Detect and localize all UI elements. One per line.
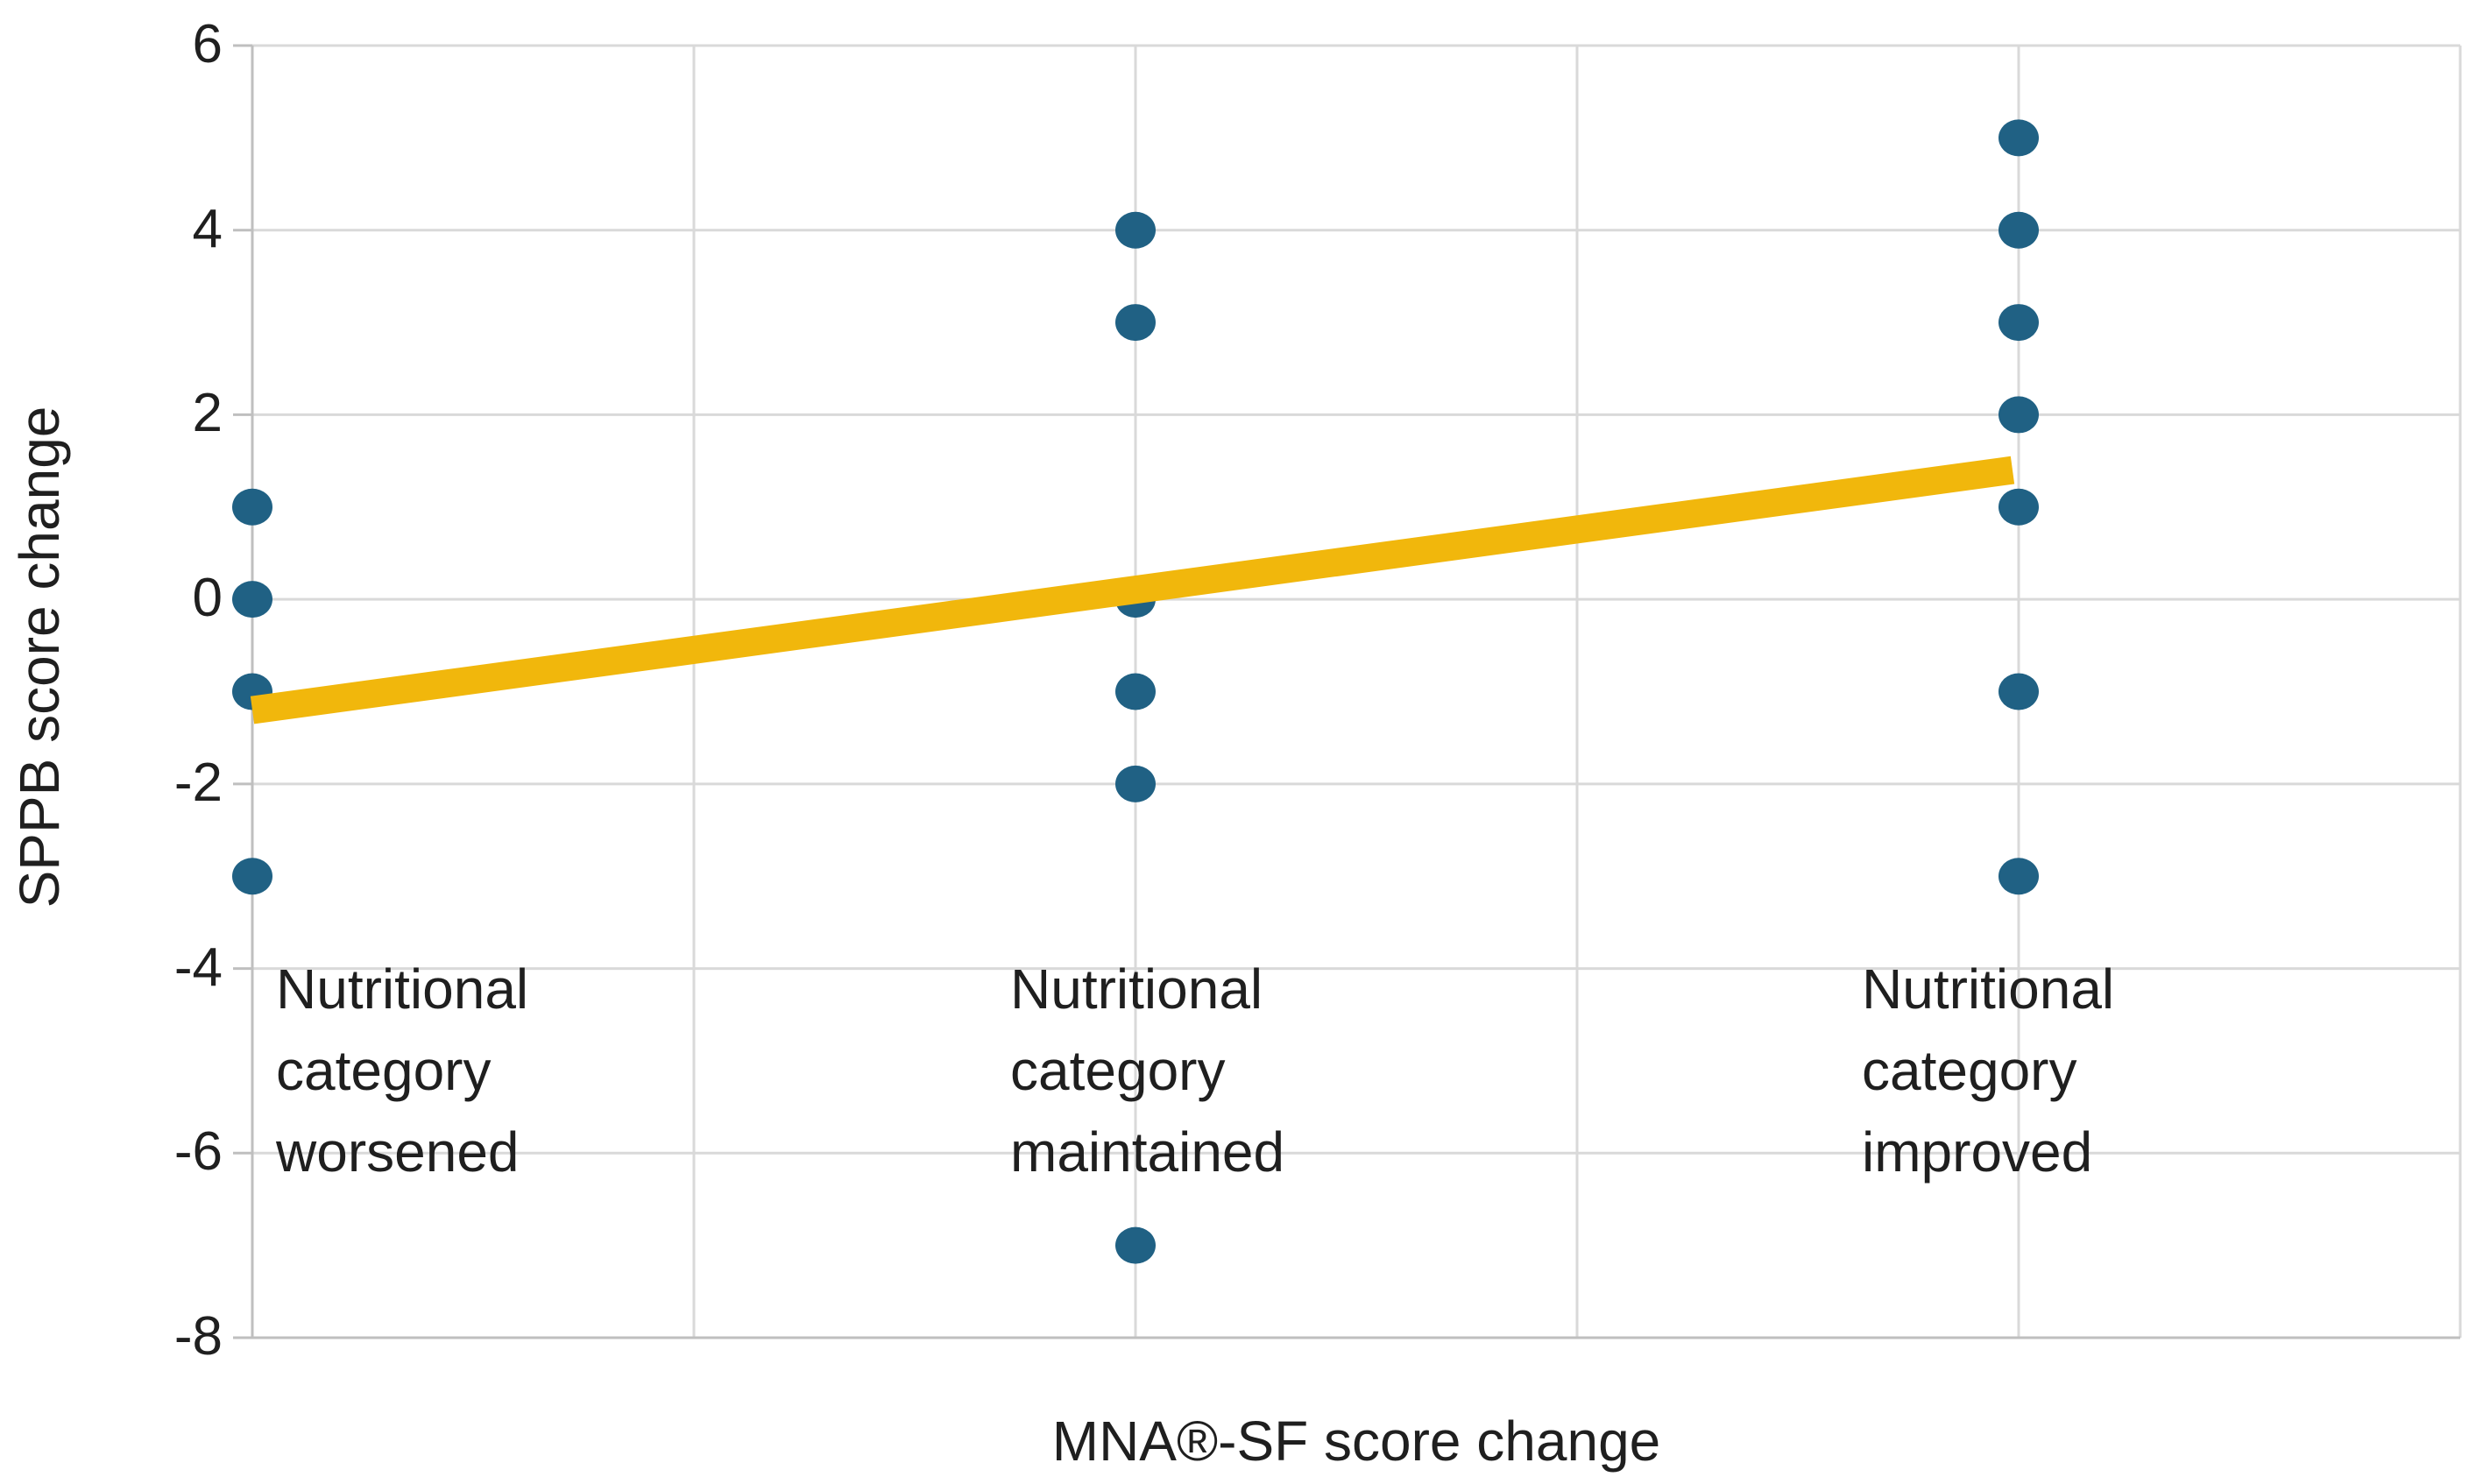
category-label-line: Nutritional — [1010, 958, 1263, 1021]
y-tick-label: -8 — [173, 1306, 223, 1367]
data-point — [1115, 765, 1156, 802]
data-point — [1115, 1226, 1156, 1264]
data-point — [1998, 488, 2039, 526]
trend-line — [250, 456, 2015, 724]
category-label-line: category — [1862, 1039, 2077, 1102]
category-label-line: category — [276, 1039, 492, 1102]
data-point — [232, 858, 272, 895]
data-point — [1115, 304, 1156, 342]
data-point — [1998, 396, 2039, 434]
category-label-line: improved — [1862, 1120, 2093, 1184]
data-point — [1998, 119, 2039, 157]
x-axis-title: MNA®-SF score change — [1051, 1410, 1661, 1473]
y-tick-label: -4 — [173, 936, 223, 998]
category-label-line: worsened — [276, 1120, 520, 1184]
data-point — [232, 488, 272, 526]
category-label: Nutritional category worsened — [276, 949, 528, 1193]
category-label-line: category — [1010, 1039, 1226, 1102]
data-point — [232, 581, 272, 618]
y-tick-label: 0 — [192, 568, 223, 629]
data-point — [1998, 211, 2039, 249]
y-tick-label: 2 — [192, 383, 223, 444]
y-axis-title: SPPB score change — [8, 406, 71, 908]
y-tick-label: -6 — [173, 1121, 223, 1183]
category-label-line: Nutritional — [276, 958, 529, 1021]
y-tick-label: 6 — [192, 14, 223, 75]
category-label-line: Nutritional — [1862, 958, 2115, 1021]
data-point — [1998, 304, 2039, 342]
data-point — [1115, 673, 1156, 710]
category-label-line: maintained — [1010, 1120, 1285, 1184]
category-label: Nutritional category maintained — [1010, 949, 1284, 1193]
category-label: Nutritional category improved — [1862, 949, 2114, 1193]
data-point — [1115, 211, 1156, 249]
y-tick-label: 4 — [192, 198, 223, 259]
y-tick-label: -2 — [173, 752, 223, 813]
data-point — [1998, 858, 2039, 895]
data-point — [1998, 673, 2039, 710]
